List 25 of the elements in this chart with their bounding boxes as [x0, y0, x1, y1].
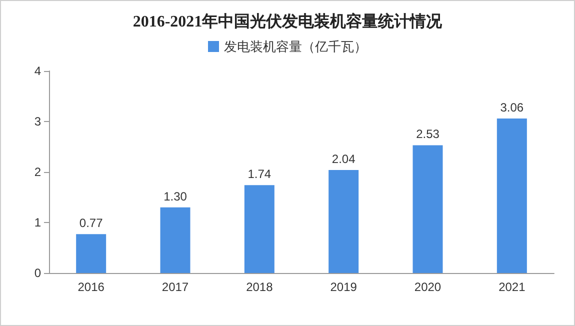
y-tick-label: 3 [34, 114, 42, 128]
x-tick-label: 2019 [330, 280, 358, 294]
bar [76, 234, 106, 273]
bar [496, 118, 527, 273]
bar [328, 170, 359, 273]
data-label: 2.53 [416, 127, 440, 142]
data-label: 1.74 [248, 167, 272, 182]
x-tick-label: 2018 [246, 280, 274, 294]
data-label: 2.04 [332, 152, 356, 166]
bar [412, 145, 443, 273]
y-tick-label: 4 [34, 64, 42, 78]
y-tick-label: 2 [34, 165, 42, 179]
bar [160, 207, 190, 273]
data-label: 1.30 [164, 189, 188, 204]
bar [244, 185, 274, 273]
legend-label: 发电装机容量（亿千瓦） [224, 39, 367, 54]
x-tick-label: 2016 [78, 280, 105, 294]
x-tick-label: 2020 [414, 280, 442, 294]
y-tick-label: 1 [34, 216, 42, 230]
x-tick-label: 2017 [162, 280, 189, 294]
y-tick-label: 0 [34, 266, 42, 280]
x-tick-label: 2021 [498, 280, 526, 294]
data-label: 3.06 [500, 100, 524, 114]
data-label: 0.77 [79, 216, 104, 230]
chart-title: 2016-2021年中国光伏发电装机容量统计情况 [132, 12, 444, 30]
